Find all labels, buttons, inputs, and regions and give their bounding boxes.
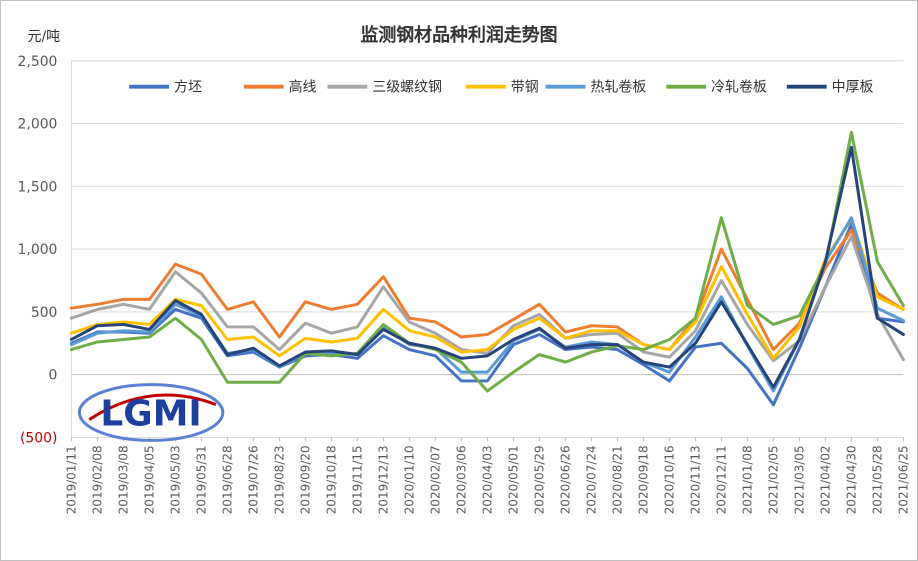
x-tick-label: 2020/11/13 [688, 445, 702, 514]
x-tick-label: 2021/04/30 [844, 445, 858, 514]
x-tick-label: 2020/05/29 [532, 445, 546, 514]
x-tick-label: 2019/03/08 [116, 445, 130, 514]
x-tick-label: 2020/06/26 [558, 445, 572, 514]
logo-text: LGMI [100, 393, 201, 434]
x-tick-label: 2019/10/18 [324, 445, 338, 514]
x-tick-label: 2020/03/06 [454, 445, 468, 514]
x-tick-label: 2019/02/08 [90, 445, 104, 514]
x-tick-label: 2019/11/15 [350, 445, 364, 514]
x-tick-label: 2020/02/07 [428, 445, 442, 514]
x-tick-label: 2019/07/26 [246, 445, 260, 514]
x-tick-labels: 2019/01/11 2019/02/08 2019/03/08 2019/04/05… [64, 437, 910, 514]
y-tick-label: 1,000 [18, 242, 58, 258]
lgmi-logo: LGMI [77, 383, 225, 442]
x-tick-label: 2020/01/10 [402, 445, 416, 514]
x-tick-label: 2021/05/28 [870, 445, 884, 514]
series-line-中厚板 [69, 145, 905, 389]
legend: 方坯 高线 三级螺纹钢 带钢 热轧卷板 冷轧卷板 中厚板 [129, 79, 874, 96]
y-tick-label: 1,500 [18, 179, 58, 195]
x-tick-label: 2020/04/03 [480, 445, 494, 514]
x-tick-label: 2019/01/11 [64, 445, 78, 514]
x-tick-label: 2019/09/20 [298, 445, 312, 514]
gridlines [70, 60, 904, 438]
x-tick-label: 2019/05/03 [168, 445, 182, 514]
x-tick-label: 2021/02/05 [766, 445, 780, 514]
x-tick-label: 2019/04/05 [142, 445, 156, 514]
x-tick-label: 2020/08/21 [610, 445, 624, 514]
series-line-冷轧卷板 [69, 130, 905, 393]
legend-label: 热轧卷板 [591, 80, 647, 96]
x-tick-label: 2019/05/31 [194, 445, 208, 514]
legend-label: 高线 [289, 79, 317, 96]
x-tick-label: 2021/03/05 [792, 445, 806, 514]
series-line-带钢 [69, 217, 905, 360]
series-line-高线 [69, 228, 905, 352]
y-axis-unit: 元/吨 [28, 29, 61, 45]
series-line-三级螺纹钢 [69, 235, 905, 363]
x-tick-label: 2020/07/24 [584, 445, 598, 514]
chart-title: 监测钢材品种利润走势图 [360, 24, 557, 46]
x-tick-label: 2020/05/01 [506, 445, 520, 514]
x-tick-label: 2020/10/16 [662, 445, 676, 514]
legend-label: 三级螺纹钢 [372, 80, 442, 96]
x-tick-label: 2020/09/18 [636, 445, 650, 514]
y-tick-label: 500 [31, 305, 58, 321]
x-tick-label: 2020/12/11 [714, 445, 728, 514]
x-tick-label: 2021/04/02 [818, 445, 832, 514]
y-tick-label: 2,000 [18, 117, 58, 133]
x-tick-label: 2019/06/28 [220, 445, 234, 514]
y-tick-label: (500) [20, 430, 57, 446]
x-tick-label: 2019/08/23 [272, 445, 286, 514]
y-tick-label: 2,500 [18, 54, 58, 70]
x-tick-label: 2021/06/25 [896, 445, 910, 514]
y-tick-labels: (500) 0 500 1,000 1,500 2,000 2,500 [18, 54, 58, 447]
legend-label: 方坯 [174, 80, 202, 96]
y-tick-label: 0 [49, 368, 58, 384]
legend-label: 带钢 [511, 80, 539, 96]
x-tick-label: 2019/12/13 [376, 445, 390, 514]
series-lines [69, 130, 905, 407]
legend-label: 冷轧卷板 [711, 80, 767, 96]
legend-label: 中厚板 [832, 80, 874, 96]
x-tick-label: 2021/01/08 [740, 445, 754, 514]
